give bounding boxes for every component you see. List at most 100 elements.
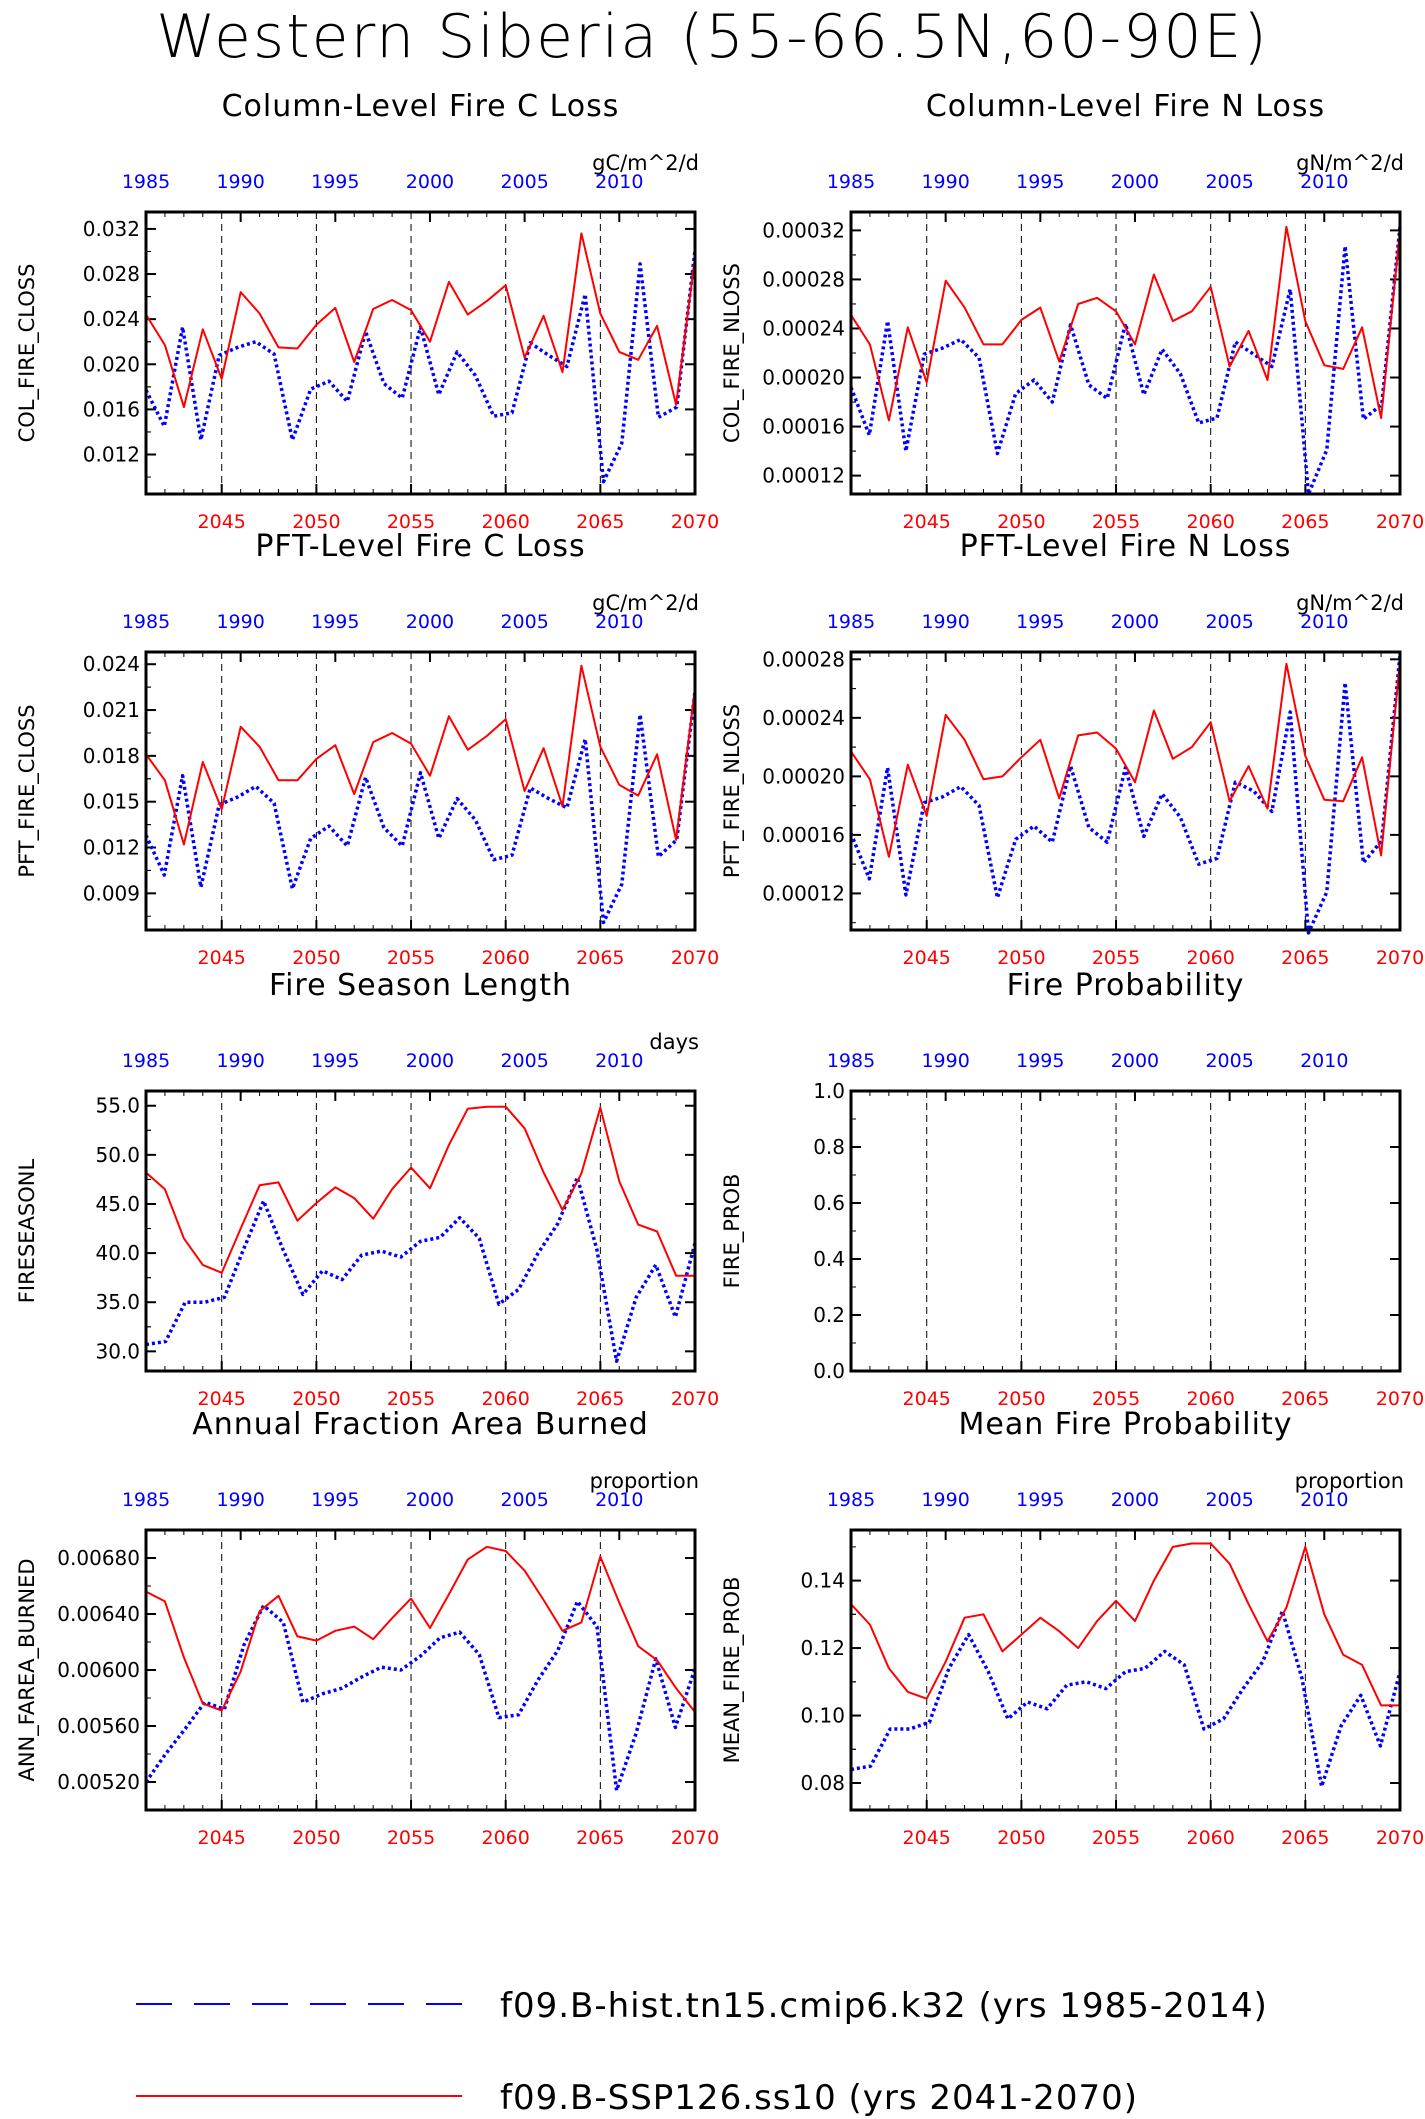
x-tick-label-hist: 2000	[406, 171, 454, 193]
x-tick-label-hist: 1985	[827, 1050, 875, 1072]
x-tick-label-ssp: 2050	[292, 1388, 340, 1410]
x-tick-label-ssp: 2055	[387, 511, 435, 533]
x-tick-label-ssp: 2070	[1376, 947, 1424, 969]
x-tick-label-hist: 2000	[1111, 171, 1159, 193]
series-line-hist	[144, 691, 697, 925]
x-tick-label-ssp: 2055	[387, 1827, 435, 1849]
x-tick-label-hist: 2010	[1300, 1050, 1348, 1072]
x-tick-label-ssp: 2050	[292, 1827, 340, 1849]
x-tick-label-hist: 1995	[311, 171, 359, 193]
y-tick-label: 40.0	[95, 1241, 140, 1265]
y-tick-label: 0.00012	[762, 881, 845, 905]
x-tick-label-ssp: 2065	[1281, 1827, 1329, 1849]
x-tick-label-hist: 2005	[1205, 611, 1253, 633]
panel-fire-season-length: Fire Season Length days 2045 2050 2055 2060 20…	[15, 968, 719, 1410]
x-tick-label-hist: 1995	[311, 611, 359, 633]
panel-col-fire-closs: Column-Level Fire C Loss gC/m^2/d 2045 2050…	[15, 89, 719, 533]
plot-frame	[849, 1089, 1402, 1373]
x-tick-label-hist: 1990	[216, 171, 264, 193]
y-tick-label: 0.12	[800, 1636, 845, 1660]
x-tick-label-ssp: 2055	[1092, 511, 1140, 533]
x-tick-label-hist: 2005	[500, 611, 548, 633]
series-line-ssp	[850, 1542, 1400, 1707]
units-label: proportion	[1295, 1469, 1404, 1493]
x-tick-label-ssp: 2065	[1281, 947, 1329, 969]
x-tick-label-ssp: 2045	[198, 1388, 246, 1410]
x-tick-label-ssp: 2045	[903, 1388, 951, 1410]
y-axis-label: COL_FIRE_CLOSS	[15, 264, 40, 443]
plot-frame	[144, 650, 697, 932]
panel-mean-fire-prob: Mean Fire Probability proportion 2045 2050 2…	[720, 1407, 1424, 1849]
y-tick-label: 0.14	[800, 1569, 845, 1593]
x-tick-label-ssp: 2060	[1187, 947, 1235, 969]
x-tick-label-ssp: 2045	[903, 511, 951, 533]
x-tick-label-hist: 2010	[1300, 171, 1348, 193]
x-tick-label-hist: 1995	[311, 1489, 359, 1511]
y-tick-label: 0.024	[83, 652, 140, 676]
x-tick-label-hist: 2000	[1111, 611, 1159, 633]
x-tick-label-hist: 2000	[406, 1050, 454, 1072]
legend: f09.B-hist.tn15.cmip6.k32 (yrs 1985-2014…	[136, 1986, 1268, 2118]
y-tick-label: 0.00680	[57, 1546, 140, 1570]
x-tick-label-ssp: 2045	[198, 511, 246, 533]
y-axis-label: COL_FIRE_NLOSS	[720, 263, 745, 443]
units-label: gC/m^2/d	[592, 591, 699, 615]
y-tick-label: 0.00028	[762, 267, 845, 291]
y-tick-label: 0.00640	[57, 1602, 140, 1626]
x-tick-label-hist: 2005	[500, 1050, 548, 1072]
x-tick-label-ssp: 2050	[997, 511, 1045, 533]
y-tick-label: 0.08	[800, 1771, 845, 1795]
panel-title: PFT-Level Fire N Loss	[960, 529, 1292, 564]
panel-title: Fire Probability	[1007, 968, 1245, 1003]
x-tick-label-ssp: 2055	[387, 1388, 435, 1410]
y-axis-label: FIRESEASONL	[15, 1159, 39, 1304]
x-tick-label-hist: 1995	[1016, 171, 1064, 193]
y-tick-label: 35.0	[95, 1290, 140, 1314]
y-tick-label: 0.021	[83, 698, 140, 722]
x-tick-label-hist: 1995	[311, 1050, 359, 1072]
y-tick-label: 0.016	[83, 397, 140, 421]
y-tick-label: 0.015	[83, 790, 140, 814]
y-tick-label: 0.012	[83, 836, 140, 860]
x-tick-label-hist: 1995	[1016, 1050, 1064, 1072]
series-line-hist	[850, 1609, 1402, 1789]
y-tick-label: 0.009	[83, 881, 140, 905]
x-tick-label-hist: 1985	[122, 611, 170, 633]
x-tick-label-hist: 1990	[921, 611, 969, 633]
y-tick-label: 0.00016	[762, 823, 845, 847]
x-tick-label-hist: 2010	[595, 171, 643, 193]
y-axis-label: PFT_FIRE_NLOSS	[720, 704, 745, 878]
x-tick-label-hist: 2005	[500, 171, 548, 193]
x-tick-label-hist: 2000	[406, 1489, 454, 1511]
x-tick-label-hist: 1990	[921, 1050, 969, 1072]
x-tick-label-hist: 1985	[122, 1489, 170, 1511]
units-label: gN/m^2/d	[1296, 151, 1404, 175]
y-tick-label: 0.028	[83, 262, 140, 286]
x-tick-label-ssp: 2050	[292, 511, 340, 533]
x-tick-label-hist: 1985	[827, 1489, 875, 1511]
x-tick-label-ssp: 2045	[903, 947, 951, 969]
y-tick-label: 0.4	[813, 1247, 845, 1271]
x-tick-label-ssp: 2060	[482, 1388, 530, 1410]
units-label: days	[649, 1030, 699, 1054]
y-tick-label: 0.00024	[762, 316, 845, 340]
y-tick-label: 0.00028	[762, 647, 845, 671]
x-tick-label-ssp: 2070	[1376, 1827, 1424, 1849]
units-label: gC/m^2/d	[592, 151, 699, 175]
series-line-ssp	[145, 232, 696, 409]
x-tick-label-hist: 1990	[216, 1489, 264, 1511]
x-tick-label-ssp: 2050	[997, 1827, 1045, 1849]
x-tick-label-hist: 2005	[1205, 171, 1253, 193]
y-axis-label: PFT_FIRE_CLOSS	[15, 704, 40, 877]
legend-label-hist: f09.B-hist.tn15.cmip6.k32 (yrs 1985-2014…	[500, 1986, 1268, 2026]
x-tick-label-ssp: 2065	[576, 1388, 624, 1410]
y-tick-label: 0.6	[813, 1191, 845, 1215]
x-tick-label-ssp: 2070	[671, 1388, 719, 1410]
y-tick-label: 0.00024	[762, 706, 845, 730]
y-axis-label: ANN_FAREA_BURNED	[15, 1558, 40, 1781]
x-tick-label-hist: 2000	[406, 611, 454, 633]
x-tick-label-hist: 1990	[216, 611, 264, 633]
x-tick-label-hist: 2010	[595, 1489, 643, 1511]
y-tick-label: 0.00020	[762, 366, 845, 390]
plot-frame	[849, 650, 1402, 932]
